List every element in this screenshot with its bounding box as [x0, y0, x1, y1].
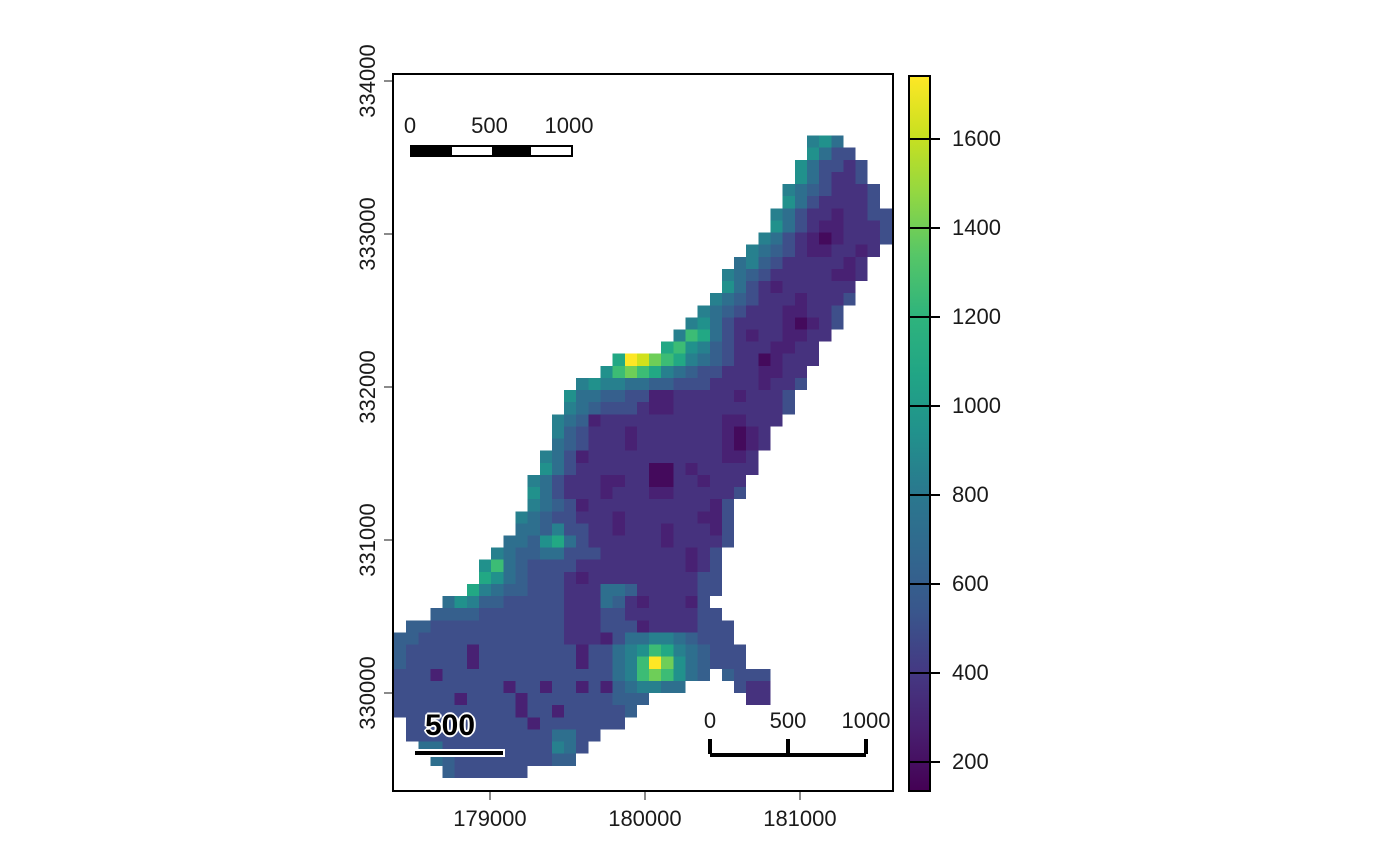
- scalebar-bottom-right-label: 0: [703, 708, 717, 733]
- colorbar-tick-label: 800: [952, 481, 989, 507]
- colorbar-tick: [931, 493, 940, 496]
- colorbar-tick-label: 1400: [952, 214, 1001, 240]
- raster-canvas: [394, 75, 892, 790]
- x-axis-tick-label: 181000: [763, 806, 837, 831]
- colorbar-tick: [931, 137, 940, 140]
- colorbar-tick-label: 200: [952, 748, 989, 774]
- scalebar-top-segment: [451, 147, 492, 155]
- y-axis-tick-label: 333000: [355, 197, 380, 271]
- colorbar-tick: [931, 226, 940, 229]
- y-axis-tick: [384, 79, 392, 82]
- map-plot: 0 500 1000 500 179000 180000 181000 330000 331…: [355, 44, 894, 831]
- colorbar-divider: [910, 760, 929, 763]
- y-axis-tick: [384, 232, 392, 235]
- colorbar: 200 400 600 800 1000 1200 1400 1600: [908, 75, 1068, 792]
- y-axis-tick: [384, 385, 392, 388]
- y-axis-tick-label: 331000: [355, 503, 380, 577]
- x-axis-tick: [798, 792, 801, 800]
- colorbar-divider: [910, 137, 929, 140]
- scalebar-bottom-right: 0 500 1000: [704, 708, 890, 758]
- colorbar-divider: [910, 493, 929, 496]
- colorbar-divider: [910, 671, 929, 674]
- scalebar-top-label: 500: [471, 113, 508, 138]
- scalebar-top-segment: [412, 147, 452, 155]
- scalebar-bottom-right-line: [710, 753, 866, 757]
- colorbar-tick: [931, 582, 940, 585]
- x-axis-tick: [643, 792, 646, 800]
- colorbar-tick: [931, 760, 940, 763]
- colorbar-tick-label: 1000: [952, 392, 1001, 418]
- y-axis-tick-label: 330000: [355, 656, 380, 730]
- y-axis-tick: [384, 691, 392, 694]
- colorbar-tick: [931, 671, 940, 674]
- scalebar-bottom-right-tick: [864, 739, 868, 754]
- colorbar-divider: [910, 315, 929, 318]
- scalebar-top-label: 0: [403, 113, 417, 138]
- colorbar-tick-label: 1200: [952, 303, 1001, 329]
- y-axis-tick-label: 332000: [355, 350, 380, 424]
- colorbar-divider: [910, 226, 929, 229]
- colorbar-gradient: [908, 75, 931, 792]
- scalebar-top-segment: [491, 147, 532, 155]
- colorbar-tick-label: 1600: [952, 125, 1001, 151]
- x-axis-tick: [488, 792, 491, 800]
- y-axis-tick-label: 334000: [355, 44, 380, 118]
- scalebar-bottom-left-line: [415, 751, 503, 755]
- scalebar-bottom-right-tick: [708, 739, 712, 754]
- x-axis-tick-label: 180000: [608, 806, 682, 831]
- y-axis-tick: [384, 538, 392, 541]
- scalebar-bottom-right-tick: [786, 739, 790, 754]
- colorbar-tick-label: 400: [952, 659, 989, 685]
- colorbar-tick: [931, 315, 940, 318]
- x-axis-tick-label: 179000: [453, 806, 527, 831]
- scalebar-top-segment: [531, 147, 571, 155]
- colorbar-tick: [931, 404, 940, 407]
- scalebar-bottom-left-label: 500: [425, 709, 476, 742]
- scalebar-top-label: 1000: [544, 113, 594, 138]
- colorbar-divider: [910, 582, 929, 585]
- scalebar-bottom-right-label: 500: [769, 708, 807, 733]
- colorbar-tick-label: 600: [952, 570, 989, 596]
- scalebar-top: [410, 145, 573, 157]
- colorbar-divider: [910, 404, 929, 407]
- scalebar-bottom-right-label: 1000: [841, 708, 891, 733]
